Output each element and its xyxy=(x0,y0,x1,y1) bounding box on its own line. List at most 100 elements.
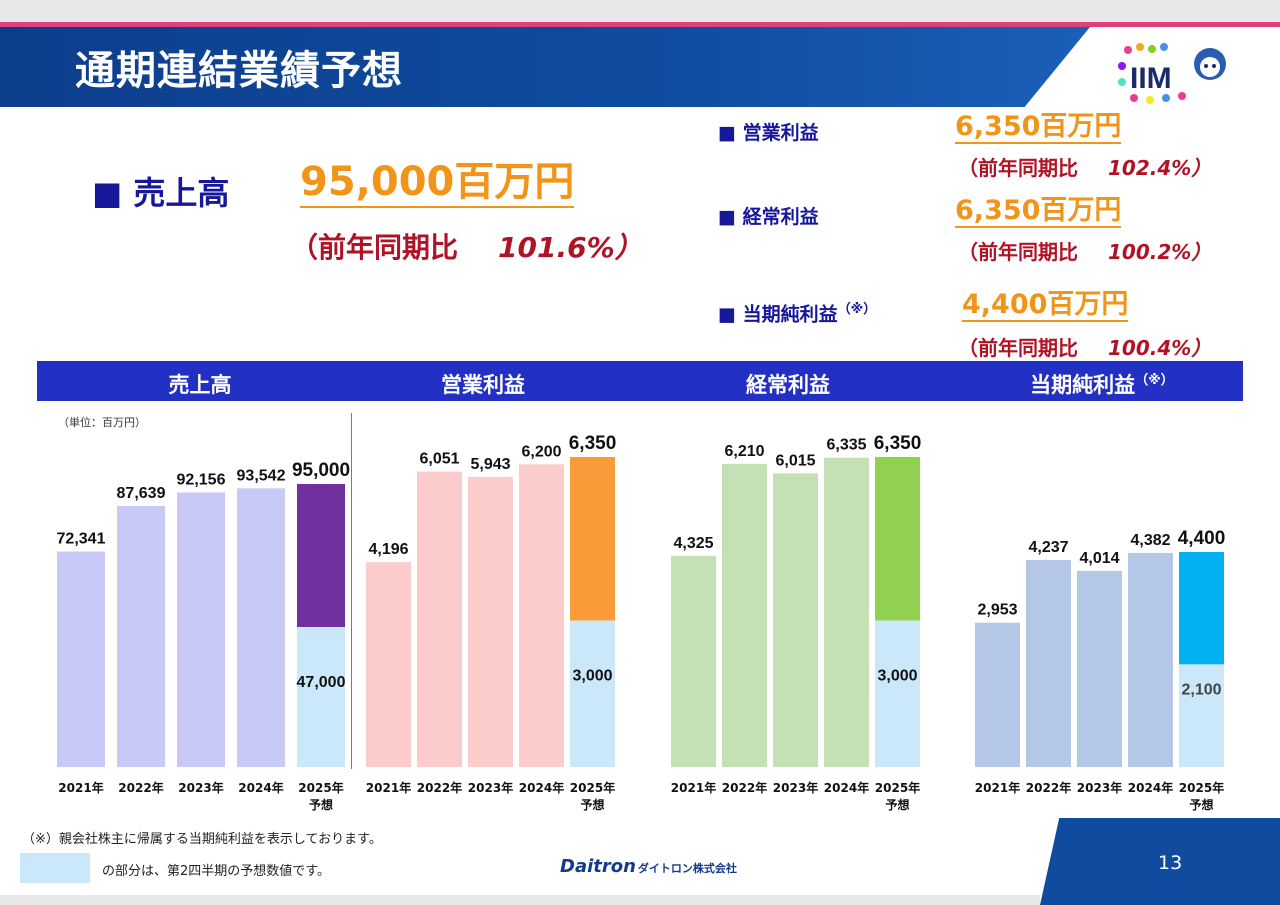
ordinary-first-half-label: 3,000 xyxy=(877,668,917,685)
ordinary-bar-forecast xyxy=(875,457,920,621)
corner-decoration xyxy=(1040,818,1280,905)
sales-bar-2023 xyxy=(177,492,225,767)
sales-label: ■ 売上高 xyxy=(92,174,230,212)
net-bar-first-half xyxy=(1179,664,1224,767)
ordinary-yoy: （前年同期比 100.2%） xyxy=(958,236,1211,265)
operating-x-label: 2023年 xyxy=(468,780,513,795)
header-band xyxy=(0,27,1090,107)
accent-line xyxy=(0,22,1280,27)
net-value-label: 4,382 xyxy=(1130,532,1170,549)
operating-x-label: 予想 xyxy=(580,797,604,812)
ordinary-value-label: 6,210 xyxy=(724,443,764,460)
ordinary-yoy-value: 100.2%） xyxy=(1108,240,1212,264)
operating-value-label: 6,200 xyxy=(521,443,561,460)
operating-yoy-label: （前年同期比 xyxy=(958,156,1078,180)
operating-bar-forecast xyxy=(570,457,615,621)
sales-x-label: 予想 xyxy=(309,797,333,812)
sales-value-label: 95,000 xyxy=(292,460,350,481)
sales-value-label: 72,341 xyxy=(57,530,106,547)
ordinary-label: ■ 経常利益 xyxy=(718,206,819,228)
ordinary-yoy-label: （前年同期比 xyxy=(958,240,1078,264)
net-yoy-value: 100.4%） xyxy=(1108,336,1212,360)
net-yoy: （前年同期比 100.4%） xyxy=(958,332,1211,361)
operating-first-half-label: 3,000 xyxy=(572,668,612,685)
net-x-label: 予想 xyxy=(1189,797,1213,812)
bottom-stripe xyxy=(0,895,1040,905)
net-value-label: 4,400 xyxy=(1178,528,1226,549)
ordinary-bar-2021 xyxy=(671,555,716,767)
operating-bar-2021 xyxy=(366,562,411,767)
ordinary-value-label: 6,335 xyxy=(826,437,866,454)
ordinary-value-label: 6,350 xyxy=(874,433,922,454)
operating-value-label: 6,350 xyxy=(569,433,617,454)
net-x-label: 2022年 xyxy=(1026,780,1071,795)
net-value-label: 2,953 xyxy=(977,602,1017,619)
brand-kana: ダイトロン株式会社 xyxy=(637,862,737,875)
ordinary-x-label: 2024年 xyxy=(824,780,869,795)
chart-title-net-text: 当期純利益 xyxy=(1030,373,1136,397)
operating-yoy: （前年同期比 102.4%） xyxy=(958,152,1211,181)
operating-x-label: 2022年 xyxy=(417,780,462,795)
ordinary-value-label: 6,015 xyxy=(775,452,815,469)
net-bar-2021 xyxy=(975,622,1020,767)
sales-x-label: 2024年 xyxy=(238,780,283,795)
net-yoy-label: （前年同期比 xyxy=(958,336,1078,360)
ordinary-bar-first-half xyxy=(875,620,920,767)
page-number: 13 xyxy=(1158,852,1183,874)
chart-title-net-note: （※） xyxy=(1135,373,1174,388)
sales-x-label: 2021年 xyxy=(58,780,103,795)
ordinary-x-label: 2025年 xyxy=(875,780,920,795)
sales-x-label: 2025年 xyxy=(298,780,343,795)
chart-title-operating: 営業利益 xyxy=(441,373,525,397)
sales-x-label: 2023年 xyxy=(178,780,223,795)
chart-title-sales: 売上高 xyxy=(168,373,232,397)
logo-text: IIM xyxy=(1130,62,1172,95)
sales-value-label: 93,542 xyxy=(237,467,286,484)
company-logo: IIM xyxy=(1118,43,1226,104)
net-value-label: 4,014 xyxy=(1079,550,1119,567)
ordinary-x-label: 2021年 xyxy=(671,780,716,795)
sales-bar-2021 xyxy=(57,551,105,767)
legend-text: の部分は、第2四半期の予想数値です。 xyxy=(102,864,330,879)
legend-swatch xyxy=(20,853,90,883)
sales-value-label: 92,156 xyxy=(177,471,226,488)
chart-title-net: 当期純利益（※） xyxy=(952,369,1252,399)
net-note-mark: （※） xyxy=(837,302,877,317)
sales-value: 95,000百万円 xyxy=(300,160,575,208)
sales-value-label: 87,639 xyxy=(117,485,166,502)
sales-bar-first-half xyxy=(297,626,345,767)
sales-x-label: 2022年 xyxy=(118,780,163,795)
ordinary-bar-2023 xyxy=(773,473,818,767)
unit-note: （単位：百万円） xyxy=(58,416,146,429)
sales-bar-forecast xyxy=(297,484,345,627)
operating-bar-2023 xyxy=(468,476,513,767)
operating-label: ■ 営業利益 xyxy=(718,122,819,144)
ordinary-bar-2024 xyxy=(824,457,869,767)
ordinary-value-label: 4,325 xyxy=(673,535,713,552)
operating-x-label: 2021年 xyxy=(366,780,411,795)
sales-bar-2022 xyxy=(117,505,165,767)
ordinary-x-label: 2023年 xyxy=(773,780,818,795)
net-x-label: 2025年 xyxy=(1179,780,1224,795)
net-x-label: 2021年 xyxy=(975,780,1020,795)
chart-header-band xyxy=(37,361,1243,401)
operating-bar-first-half xyxy=(570,620,615,767)
operating-x-label: 2024年 xyxy=(519,780,564,795)
net-bar-2023 xyxy=(1077,570,1122,767)
page-title: 通期連結業績予想 xyxy=(75,48,403,94)
net-x-label: 2023年 xyxy=(1077,780,1122,795)
chart-title-ordinary: 経常利益 xyxy=(746,373,830,397)
operating-bar-2022 xyxy=(417,471,462,767)
top-stripe xyxy=(0,0,1280,22)
sales-bar-2024 xyxy=(237,488,285,767)
ordinary-bar-2022 xyxy=(722,463,767,767)
net-label: ■ 当期純利益（※） xyxy=(718,298,876,326)
operating-value: 6,350百万円 xyxy=(955,111,1122,144)
ordinary-value: 6,350百万円 xyxy=(955,195,1122,228)
operating-yoy-value: 102.4%） xyxy=(1108,156,1212,180)
operating-value-label: 6,051 xyxy=(419,451,459,468)
net-bar-forecast xyxy=(1179,552,1224,665)
brand-name: Daitron xyxy=(560,856,636,877)
operating-value-label: 5,943 xyxy=(470,456,510,473)
